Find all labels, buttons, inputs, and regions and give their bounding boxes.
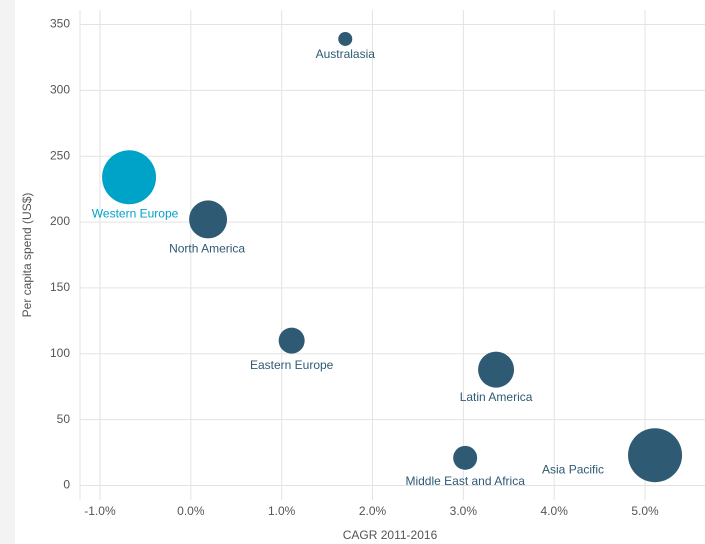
- point-label: Western Europe: [92, 206, 179, 220]
- y-tick-label: 100: [50, 346, 70, 360]
- x-tick-label: 3.0%: [450, 504, 478, 518]
- bubble: [338, 31, 353, 46]
- y-tick-label: 300: [50, 83, 70, 97]
- point-label: Australasia: [316, 47, 376, 61]
- x-tick-label: -1.0%: [84, 504, 116, 518]
- bubble: [278, 327, 305, 354]
- bubble: [478, 351, 515, 388]
- bubble: [453, 445, 478, 470]
- bubble: [628, 428, 683, 483]
- x-tick-label: 4.0%: [541, 504, 569, 518]
- point-label: Eastern Europe: [250, 358, 334, 372]
- x-axis-label: CAGR 2011-2016: [343, 528, 438, 542]
- y-tick-label: 0: [63, 478, 70, 492]
- point-label: North America: [169, 242, 245, 256]
- y-tick-label: 200: [50, 214, 70, 228]
- x-tick-label: 1.0%: [268, 504, 296, 518]
- point-label: Middle East and Africa: [405, 474, 525, 488]
- y-tick-label: 150: [50, 280, 70, 294]
- point-label: Latin America: [460, 390, 533, 404]
- y-tick-label: 250: [50, 148, 70, 162]
- y-tick-label: 50: [57, 412, 71, 426]
- x-tick-label: 2.0%: [359, 504, 387, 518]
- x-tick-label: 5.0%: [631, 504, 659, 518]
- x-tick-label: 0.0%: [177, 504, 205, 518]
- y-axis-label: Per capita spend (US$): [20, 193, 34, 318]
- y-tick-label: 350: [50, 17, 70, 31]
- bubble: [102, 150, 157, 205]
- point-label: Asia Pacific: [542, 462, 604, 476]
- bubble: [189, 200, 228, 239]
